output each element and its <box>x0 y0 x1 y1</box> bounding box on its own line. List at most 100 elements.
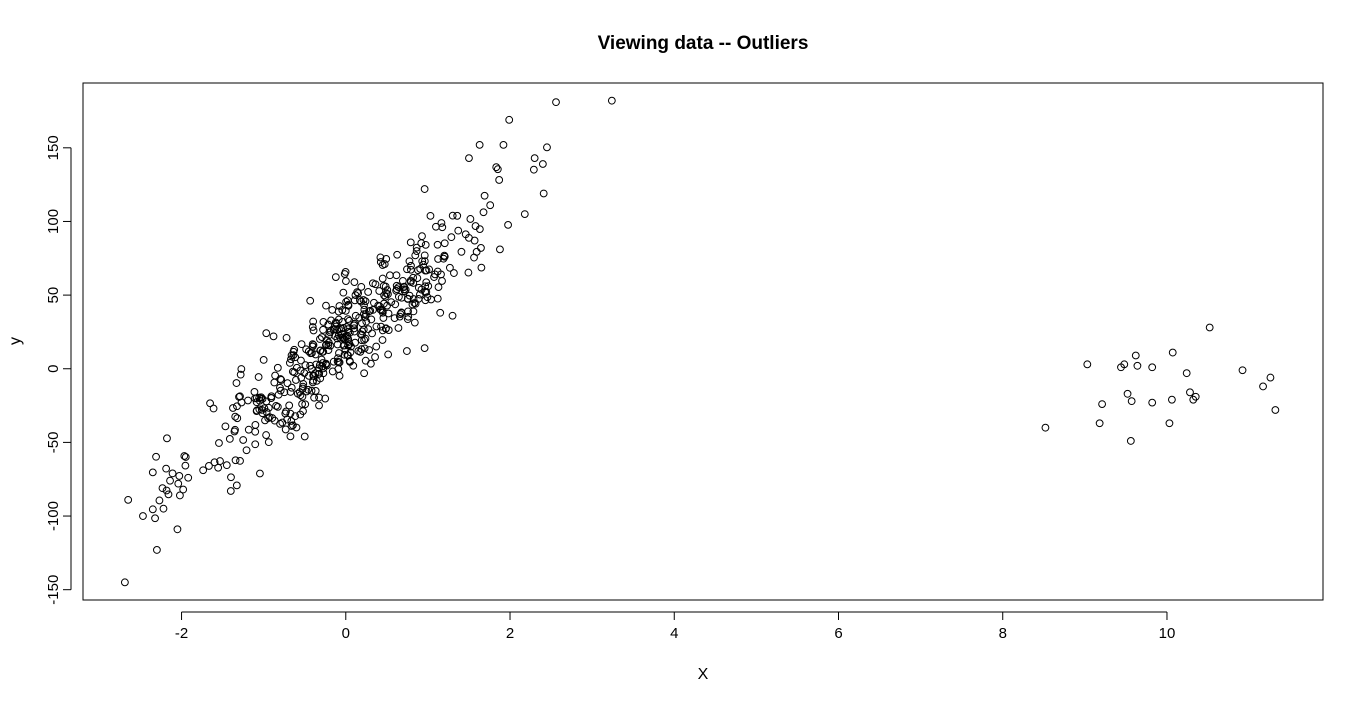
data-point <box>262 329 271 338</box>
outlier-point <box>1266 373 1275 382</box>
data-point <box>396 310 405 318</box>
data-point <box>411 251 420 260</box>
data-point <box>338 333 347 342</box>
data-point <box>331 332 340 341</box>
data-point <box>477 244 485 252</box>
outlier-point <box>1123 389 1132 398</box>
outlier-point <box>1168 348 1177 357</box>
data-point <box>309 376 318 385</box>
data-point <box>254 373 263 381</box>
data-point <box>406 238 415 247</box>
data-points <box>120 96 1280 587</box>
data-point <box>276 375 285 383</box>
outlier-point <box>1148 363 1157 372</box>
data-point <box>274 390 283 399</box>
data-point <box>225 435 234 443</box>
data-point <box>210 458 219 467</box>
y-tick-label: 50 <box>45 287 62 304</box>
data-point <box>304 385 313 394</box>
data-point <box>364 288 373 296</box>
data-point <box>341 306 350 315</box>
data-point <box>270 416 279 425</box>
data-point <box>520 210 529 218</box>
data-point <box>237 365 246 373</box>
data-point <box>392 285 401 293</box>
x-tick-label: 2 <box>506 625 514 642</box>
data-point <box>414 294 423 303</box>
data-point <box>440 239 449 248</box>
data-point <box>367 315 376 324</box>
data-point <box>437 219 446 227</box>
data-point <box>291 353 300 362</box>
data-point <box>379 282 388 290</box>
data-point <box>400 285 409 294</box>
data-point <box>269 332 278 341</box>
y-axis: -150 -100 -50 0 50 100 150 <box>45 135 72 605</box>
data-point <box>262 431 271 439</box>
data-point <box>328 305 337 314</box>
data-point <box>296 391 305 400</box>
x-axis-label: X <box>698 666 709 683</box>
data-point <box>299 380 308 388</box>
data-point <box>184 473 193 482</box>
data-point <box>538 160 547 168</box>
data-point <box>227 473 235 482</box>
data-point <box>162 486 171 495</box>
data-point <box>402 347 411 355</box>
data-point <box>412 247 421 255</box>
data-point <box>354 289 363 298</box>
data-point <box>357 336 366 345</box>
data-point <box>285 401 294 410</box>
data-point <box>222 461 231 470</box>
data-point <box>421 240 430 249</box>
outlier-point <box>1127 397 1136 406</box>
data-point <box>493 165 502 174</box>
data-point <box>272 401 281 410</box>
data-point <box>344 315 352 324</box>
data-point <box>372 342 381 351</box>
data-point <box>322 336 331 345</box>
data-point <box>309 341 318 349</box>
data-point <box>425 265 434 274</box>
data-point <box>495 176 504 184</box>
data-point <box>292 363 301 372</box>
data-point <box>297 356 305 365</box>
data-point <box>291 412 300 421</box>
data-point <box>221 422 230 431</box>
data-point <box>384 350 393 359</box>
data-point <box>377 306 386 315</box>
data-point <box>408 300 417 309</box>
outlier-point <box>1120 360 1129 369</box>
data-point <box>351 311 360 320</box>
data-point <box>404 312 413 321</box>
data-point <box>472 247 481 256</box>
data-point <box>340 341 349 350</box>
y-tick-label: -100 <box>45 501 62 531</box>
data-point <box>308 349 316 357</box>
data-point <box>153 546 161 554</box>
data-point <box>447 233 456 242</box>
outlier-point <box>1133 361 1142 370</box>
data-point <box>251 440 260 449</box>
data-point <box>383 301 392 310</box>
data-point <box>340 350 349 359</box>
data-point <box>159 504 168 513</box>
data-point <box>319 325 327 334</box>
data-point <box>252 398 261 407</box>
data-point <box>457 247 466 256</box>
data-point <box>164 490 173 499</box>
data-point <box>239 436 248 444</box>
data-point <box>308 323 317 331</box>
chart-title: Viewing data -- Outliers <box>598 33 809 54</box>
data-point <box>181 453 190 461</box>
data-point <box>299 407 307 416</box>
data-point <box>349 361 358 370</box>
x-axis: -2 0 2 4 6 8 10 <box>175 611 1175 642</box>
data-point <box>333 334 342 343</box>
data-point <box>529 165 538 174</box>
data-point <box>214 463 223 472</box>
data-point <box>410 299 419 307</box>
data-point <box>543 143 551 152</box>
